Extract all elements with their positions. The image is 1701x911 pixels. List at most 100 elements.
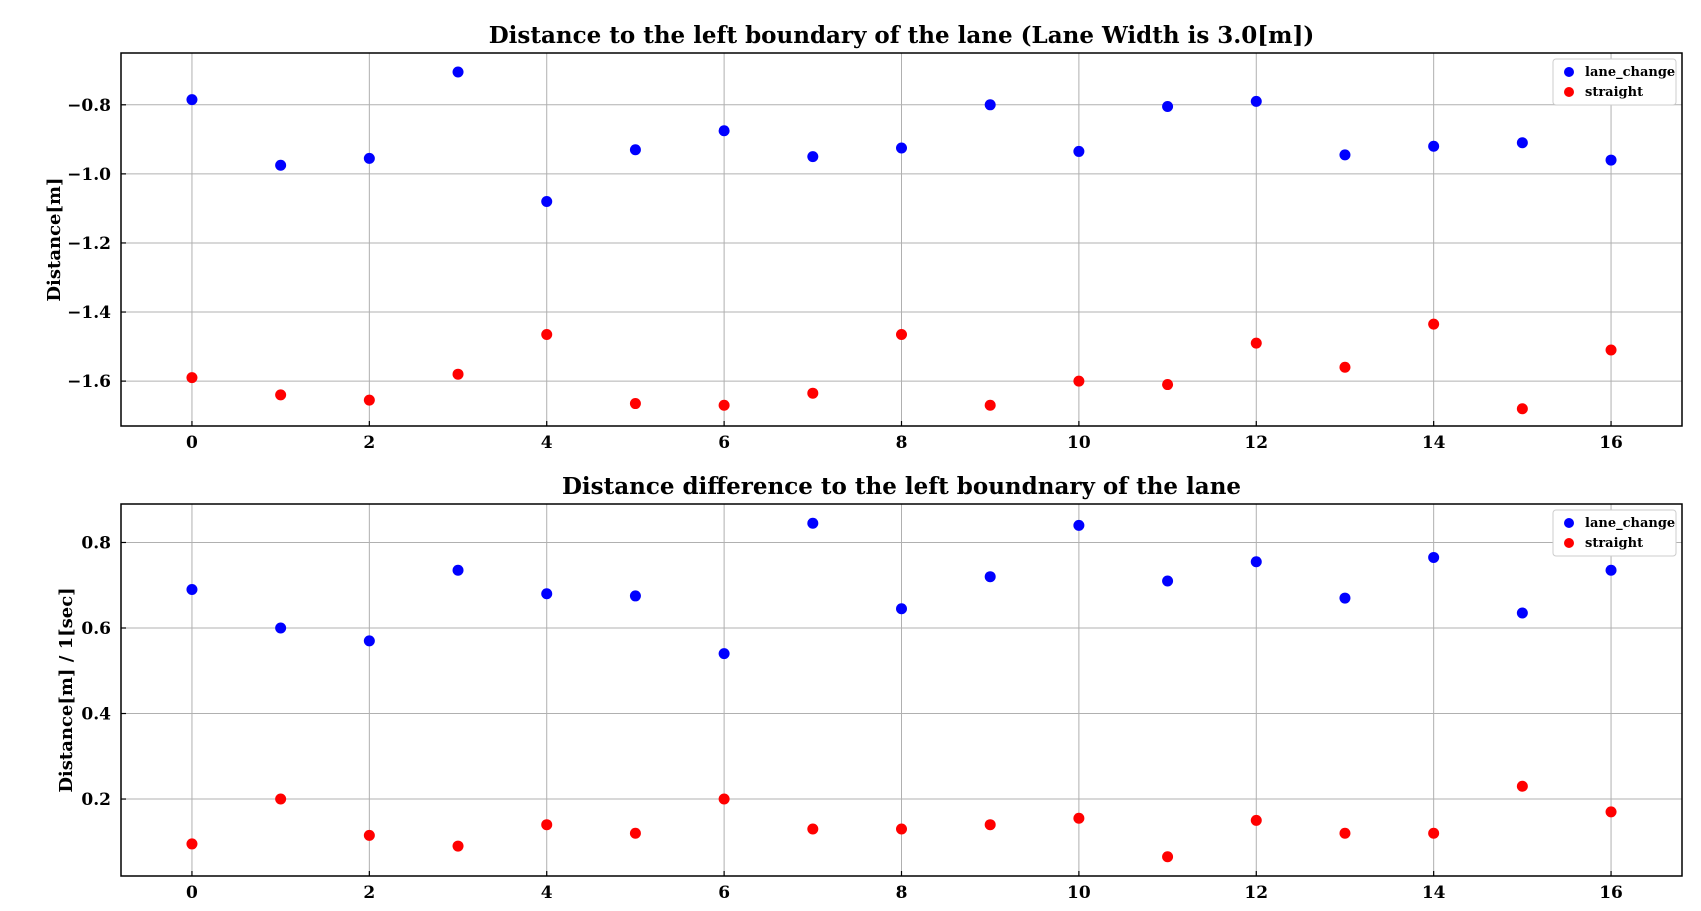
legend-marker [1564,538,1574,548]
point-lane-change [896,142,907,154]
x-tick-label: 0 [186,883,198,903]
point-straight [1339,361,1351,373]
point-straight [1073,812,1085,824]
point-straight [629,827,641,839]
x-tick-label: 4 [541,433,553,453]
point-lane-change [1339,592,1351,604]
point-lane-change [275,622,287,634]
point-straight [275,389,287,401]
legend-box [1552,58,1677,106]
point-lane-change [896,603,907,615]
point-straight [1516,780,1528,792]
point-straight [718,793,730,805]
y-tick-label: −1.4 [67,303,111,323]
x-tick-label: 6 [718,883,730,903]
legend-label: lane_change [1585,516,1675,531]
point-lane-change [363,635,375,647]
x-tick-label: 0 [186,433,198,453]
x-tick-label: 8 [896,433,908,453]
point-lane-change [1428,140,1440,152]
point-lane-change [718,125,730,137]
point-straight [1250,814,1262,826]
point-lane-change [275,159,287,171]
point-straight [807,387,819,399]
point-lane-change [1250,95,1262,107]
point-lane-change [1516,137,1528,149]
point-lane-change [1073,145,1085,157]
point-lane-change [1605,154,1617,166]
point-straight [1428,827,1440,839]
point-straight [629,398,641,410]
x-tick-label: 14 [1422,883,1446,903]
point-lane-change [1605,564,1617,576]
x-tick-label: 14 [1422,433,1446,453]
legend-box [1552,509,1677,557]
legend: lane_change straight [1552,509,1677,557]
point-lane-change [984,99,996,111]
point-lane-change [807,517,819,529]
point-lane-change [984,571,996,583]
x-tick-label: 2 [363,883,375,903]
legend-marker [1564,87,1574,97]
chart-bottom: Distance difference to the left boundnar… [56,473,1683,903]
legend-marker [1564,518,1574,528]
point-lane-change [629,590,641,602]
y-tick-label: 0.4 [81,705,111,725]
x-tick-label: 12 [1244,883,1268,903]
point-straight [896,823,907,835]
point-straight [363,829,375,841]
point-lane-change [1162,575,1174,587]
point-straight [186,372,198,384]
point-straight [541,328,553,340]
x-tick-label: 16 [1599,433,1623,453]
point-lane-change [452,564,464,576]
point-straight [807,823,819,835]
y-axis-label: Distance[m] [44,177,65,301]
legend-label: straight [1585,536,1643,551]
x-tick-label: 16 [1599,883,1623,903]
x-tick-label: 10 [1067,433,1091,453]
y-tick-label: 0.2 [81,790,111,810]
point-lane-change [186,94,198,106]
point-lane-change [1250,556,1262,568]
point-lane-change [541,588,553,600]
point-straight [275,793,287,805]
legend-label: lane_change [1585,65,1675,80]
point-straight [984,819,996,831]
y-tick-label: −0.8 [67,96,111,116]
point-lane-change [1428,551,1440,563]
point-straight [452,368,464,380]
y-tick-label: −1.6 [67,372,111,392]
x-tick-label: 10 [1067,883,1091,903]
point-lane-change [452,66,464,78]
x-tick-label: 12 [1244,433,1268,453]
point-straight [1162,851,1174,863]
point-straight [363,394,375,406]
chart-title: Distance difference to the left boundnar… [562,473,1241,500]
x-tick-label: 6 [718,433,730,453]
y-axis-label: Distance[m] / 1[sec] [56,587,77,792]
y-tick-label: −1.2 [67,234,111,254]
x-tick-label: 2 [363,433,375,453]
chart-top: Distance to the left boundary of the lan… [44,22,1683,453]
point-straight [541,819,553,831]
point-straight [1605,806,1617,818]
point-lane-change [1516,607,1528,619]
point-lane-change [186,584,198,596]
point-straight [452,840,464,852]
point-lane-change [1073,519,1085,531]
x-tick-label: 4 [541,883,553,903]
chart-title: Distance to the left boundary of the lan… [489,22,1315,49]
point-lane-change [1162,101,1174,113]
point-straight [1339,827,1351,839]
point-straight [186,838,198,850]
point-straight [1516,403,1528,415]
point-straight [1162,379,1174,391]
point-straight [1073,375,1085,387]
point-straight [984,399,996,411]
legend-label: straight [1585,85,1643,100]
point-straight [1605,344,1617,356]
point-lane-change [1339,149,1351,161]
y-tick-label: 0.8 [81,533,111,553]
